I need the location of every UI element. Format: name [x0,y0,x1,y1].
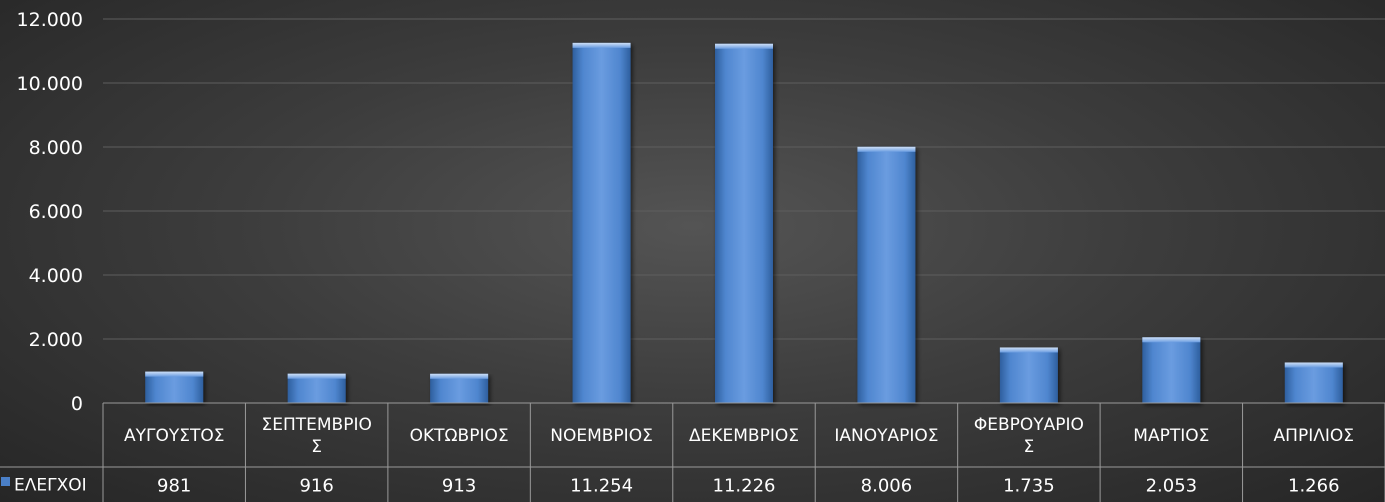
category-label: ΣΕΠΤΕΜΒΡΙΟ [261,415,371,435]
bar-body [857,146,916,404]
bar-body [1284,362,1343,403]
bar-body [145,371,204,403]
category-label: ΙΑΝΟΥΑΡΙΟΣ [834,426,938,446]
bar-cap [715,43,773,49]
bar [1142,337,1201,403]
bar [857,146,916,404]
category-label: ΦΕΒΡΟΥΑΡΙΟ [974,415,1084,435]
bar [430,373,489,403]
bar [145,371,204,403]
y-tick-label: 12.000 [17,9,83,31]
y-tick-label: 2.000 [29,329,83,351]
category-label: ΜΑΡΤΙΟΣ [1133,426,1209,446]
category-label: ΟΚΤΩΒΡΙΟΣ [410,426,509,446]
bar-cap [430,373,489,379]
bar-cap [999,347,1058,353]
bar-cap [1142,337,1201,343]
y-tick-label: 10.000 [17,73,83,95]
y-tick-label: 8.000 [29,137,83,159]
data-label: 913 [442,476,476,497]
data-label: 916 [299,476,333,497]
bars [145,42,1343,404]
bar-cap [1284,362,1343,368]
bar-body [999,347,1058,403]
data-label: 1.266 [1288,476,1340,497]
data-label: 11.226 [713,476,776,497]
category-label: ΔΕΚΕΜΒΡΙΟΣ [689,426,799,446]
bar [715,43,773,403]
data-label: 1.735 [1003,476,1055,497]
y-tick-label: 0 [71,393,83,415]
data-label: 8.006 [861,476,913,497]
category-label: ΑΠΡΙΛΙΟΣ [1274,426,1354,446]
category-label: ΝΟΕΜΒΡΙΟΣ [550,426,653,446]
bar [999,347,1058,403]
bar-cap [572,42,631,48]
bar-cap [145,371,204,377]
y-tick-label: 6.000 [29,201,83,223]
legend-label: ΕΛΕΓΧΟΙ [14,476,87,496]
y-axis-tick-labels: 0 2.000 4.000 6.000 8.000 10.000 12.000 [17,9,83,415]
data-label: 11.254 [570,476,633,497]
data-label: 2.053 [1146,476,1198,497]
bar-cap [287,373,346,379]
y-tick-label: 4.000 [29,265,83,287]
bar-body [715,43,773,403]
bar-cap [857,146,916,152]
category-label: Σ [311,437,322,457]
category-label: Σ [1024,437,1035,457]
category-label: ΑΥΓΟΥΣΤΟΣ [124,426,225,446]
legend-key-icon [1,477,10,486]
bar [287,373,346,403]
data-label: 981 [157,476,191,497]
bar [1284,362,1343,403]
bar-body [572,42,631,403]
bar [572,42,631,403]
bar-body [1142,337,1201,403]
